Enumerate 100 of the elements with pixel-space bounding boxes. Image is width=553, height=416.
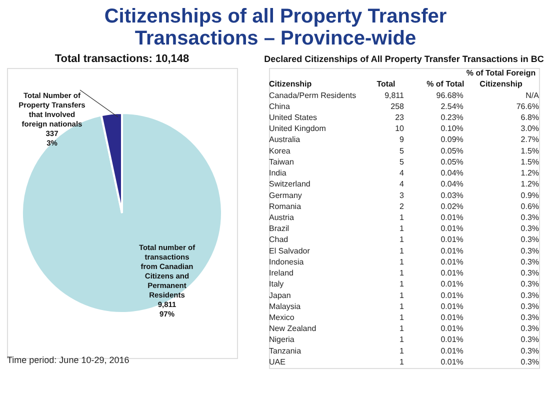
data-label: 1 bbox=[400, 290, 405, 300]
data-label: 4 bbox=[400, 168, 405, 178]
data-label: 23 bbox=[395, 113, 405, 122]
data-label: 1 bbox=[400, 324, 405, 334]
category-label: Indonesia bbox=[269, 257, 304, 266]
data-label: 3.0% bbox=[520, 124, 539, 134]
data-label: 0.01% bbox=[440, 213, 464, 222]
data-label: 1 bbox=[400, 224, 405, 234]
data-label: 0.02% bbox=[440, 202, 464, 211]
data-label: 0.10% bbox=[440, 124, 464, 134]
data-label: 0.01% bbox=[440, 224, 464, 234]
data-label: 0.01% bbox=[440, 346, 464, 356]
data-label: 0.01% bbox=[440, 246, 464, 256]
data-label: 1 bbox=[400, 235, 405, 244]
category-label: Germany bbox=[269, 190, 302, 200]
data-label: 0.23% bbox=[440, 113, 464, 122]
data-label: 0.3% bbox=[520, 224, 539, 234]
text: % of Total bbox=[426, 80, 464, 89]
category-label: Korea bbox=[269, 146, 291, 156]
text: Citizenships of all Property Transfer Transactions – Province-wide bbox=[104, 6, 447, 50]
category-label: UAE bbox=[269, 357, 286, 366]
category-label: Brazil bbox=[269, 224, 290, 234]
data-label: 1 bbox=[400, 313, 405, 322]
category-label: Mexico bbox=[269, 313, 295, 322]
text: Time period: June 10-29, 2016 bbox=[7, 355, 130, 365]
data-label: 0.04% bbox=[440, 168, 464, 178]
data-label: 1 bbox=[400, 346, 405, 356]
category-label: Ireland bbox=[269, 268, 294, 278]
data-label: 0.01% bbox=[440, 235, 464, 244]
data-label: 0.01% bbox=[440, 302, 464, 311]
data-label: 76.6% bbox=[516, 102, 539, 111]
data-label: 3 bbox=[400, 190, 405, 200]
data-label: 1 bbox=[400, 280, 405, 289]
data-label: 0.01% bbox=[440, 268, 464, 278]
category-label: United States bbox=[269, 113, 318, 122]
data-label: 0.09% bbox=[440, 135, 464, 144]
data-label: 9 bbox=[400, 135, 405, 144]
data-label: 0.01% bbox=[440, 324, 464, 334]
data-label: 0.3% bbox=[520, 357, 539, 366]
data-label: 1 bbox=[400, 302, 405, 311]
data-label: 1 bbox=[400, 257, 405, 266]
category-label: India bbox=[269, 168, 287, 178]
data-label: 10 bbox=[395, 124, 405, 134]
category-label: Australia bbox=[269, 135, 301, 144]
data-label: 0.3% bbox=[520, 257, 539, 266]
category-label: Romania bbox=[269, 202, 302, 211]
data-label: 1 bbox=[400, 268, 405, 278]
data-label: 1.2% bbox=[520, 180, 539, 189]
data-label: 0.01% bbox=[440, 290, 464, 300]
data-label: 4 bbox=[400, 180, 405, 189]
text: Declared Citizenships of All Property Transfer Transactions in BC bbox=[264, 54, 544, 64]
data-label: 2.54% bbox=[440, 102, 464, 111]
data-label: 5 bbox=[400, 146, 405, 156]
category-label: Nigeria bbox=[269, 335, 295, 344]
data-label: 0.3% bbox=[520, 246, 539, 256]
text: Total bbox=[376, 80, 396, 89]
category-label: China bbox=[269, 102, 290, 111]
category-label: Chad bbox=[269, 235, 288, 244]
data-label: 0.3% bbox=[520, 213, 539, 222]
data-label: 0.6% bbox=[520, 202, 539, 211]
data-label: 2 bbox=[400, 202, 405, 211]
data-label: 0.3% bbox=[520, 346, 539, 356]
data-label: 258 bbox=[390, 102, 405, 111]
data-label: 0.01% bbox=[440, 313, 464, 322]
data-label: 0.3% bbox=[520, 335, 539, 344]
data-label: 0.04% bbox=[440, 180, 464, 189]
data-label: 9,811 bbox=[384, 90, 405, 100]
data-label: 2.7% bbox=[520, 135, 539, 144]
data-label: 0.3% bbox=[520, 268, 539, 278]
data-label: 0.01% bbox=[440, 357, 464, 366]
data-label: 0.05% bbox=[440, 146, 464, 156]
category-label: New Zealand bbox=[269, 324, 316, 334]
data-label: 5 bbox=[400, 157, 405, 166]
data-label: 6.8% bbox=[520, 113, 539, 122]
data-label: N/A bbox=[526, 90, 540, 100]
data-label: 1 bbox=[400, 335, 405, 344]
data-label: 0.3% bbox=[520, 313, 539, 322]
category-label: Malaysia bbox=[269, 302, 302, 311]
chart-subtitle: Total transactions: 10,148 bbox=[54, 53, 190, 65]
data-label: 0.01% bbox=[440, 280, 464, 289]
data-label: 0.3% bbox=[520, 290, 539, 300]
text: % of Total Foreign Citizenship bbox=[466, 68, 536, 89]
data-label: 0.01% bbox=[440, 335, 464, 344]
data-label: 0.03% bbox=[440, 190, 464, 200]
data-label: 96.68% bbox=[436, 90, 464, 100]
data-label: 1 bbox=[400, 357, 405, 366]
data-label: 0.05% bbox=[440, 157, 464, 166]
category-label: Austria bbox=[269, 213, 294, 222]
data-label: 1 bbox=[400, 213, 405, 222]
data-label: 0.01% bbox=[440, 257, 464, 266]
data-label: 1.5% bbox=[520, 157, 539, 166]
category-label: Italy bbox=[269, 280, 284, 289]
data-label: 0.9% bbox=[520, 190, 539, 200]
category-label: Taiwan bbox=[269, 157, 294, 166]
category-label: Switzerland bbox=[269, 180, 310, 189]
category-label: Tanzania bbox=[269, 346, 302, 356]
data-label: 1.2% bbox=[520, 168, 539, 178]
text: Citizenship bbox=[269, 80, 312, 89]
data-label: 0.3% bbox=[520, 302, 539, 311]
category-label: El Salvador bbox=[269, 246, 310, 256]
